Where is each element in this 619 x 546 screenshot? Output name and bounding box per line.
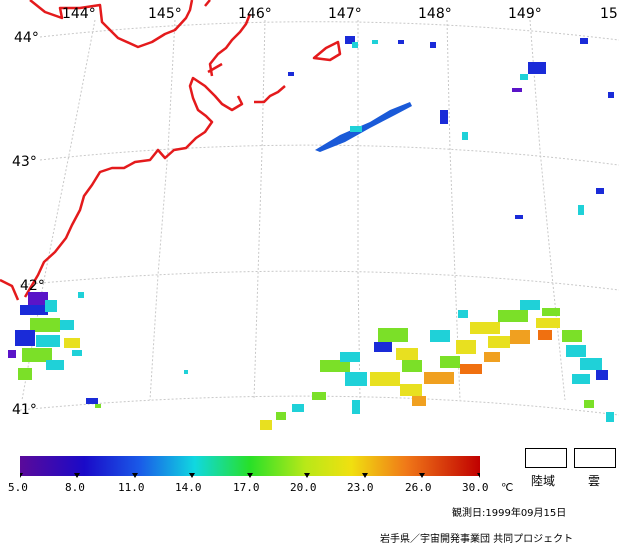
longitude-gridlines [21,19,566,401]
scale-tick-label: 5.0 [8,481,28,494]
scale-tick-label: 26.0 [405,481,432,494]
observation-date: 観測日:1999年09月15日 [452,508,567,519]
cloud-legend-label: 雲 [588,474,601,488]
lon-label-146: 146° [238,6,272,22]
scale-tick-label: 17.0 [233,481,260,494]
lon-label-147: 147° [328,6,362,22]
lat-label-41: 41° [12,402,37,418]
land-legend-label: 陸域 [531,474,556,488]
lon-label-150: 15 [600,6,618,22]
scale-unit: ℃ [501,481,514,494]
latitude-gridlines [19,21,619,416]
lat-label-43: 43° [12,154,37,170]
land-legend-swatch [525,448,567,468]
sst-data-pixels [8,36,614,430]
scale-tick-label: 20.0 [290,481,317,494]
lat-label-42: 42° [20,278,45,294]
lat-label-44: 44° [14,30,39,46]
temperature-color-scale [20,456,480,478]
scale-tick-label: 30.0 [462,481,489,494]
scale-tick-label: 8.0 [65,481,85,494]
scale-tick-label: 14.0 [175,481,202,494]
lon-label-148: 148° [418,6,452,22]
sea-surface-temperature-map: 144° 145° 146° 147° 148° 149° 15 44° 43°… [0,0,619,430]
lon-label-149: 149° [508,6,542,22]
scale-tick-label: 11.0 [118,481,145,494]
cloud-legend-swatch [574,448,616,468]
lon-label-144: 144° [62,6,96,22]
scale-tick-label: 23.0 [347,481,374,494]
lon-label-145: 145° [148,6,182,22]
credit-text: 岩手県／宇宙開発事業団 共同プロジェクト [380,534,574,545]
scale-tick-marks [20,473,480,478]
coastline [0,0,342,301]
